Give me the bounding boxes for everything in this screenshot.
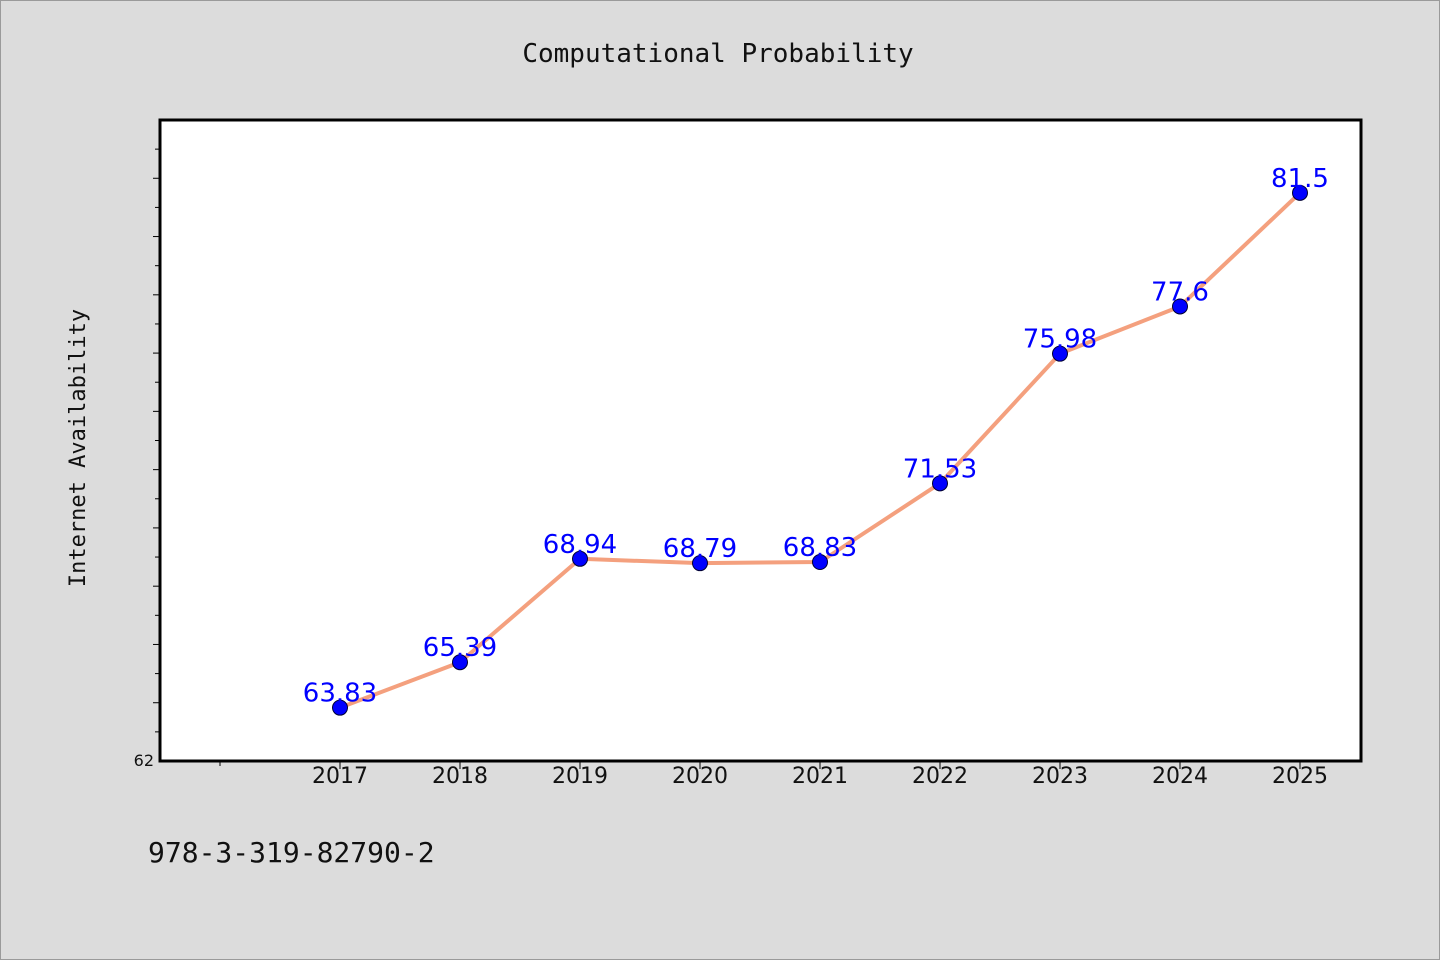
isbn-text: 978-3-319-82790-2 xyxy=(148,836,435,869)
plot-area xyxy=(158,118,1363,763)
data-point-2025 xyxy=(1292,184,1308,201)
x-tick-label-2020: 2020 xyxy=(672,764,728,789)
x-tick-label-2021: 2021 xyxy=(792,764,848,789)
x-axis-tick-labels: 2017 2018 2019 2020 2021 2022 2023 2024 2025 xyxy=(312,764,1328,789)
data-point-2019 xyxy=(572,550,588,567)
data-point-2020 xyxy=(692,555,708,572)
data-point-2021 xyxy=(812,553,828,570)
y-tick-label-0: 62 xyxy=(134,751,154,770)
data-label-2020: 68.79 xyxy=(663,534,737,564)
data-labels: 63.83 65.39 68.94 68.79 68.83 71.53 75.98 77.6 8… xyxy=(303,164,1329,709)
x-tick-label-2018: 2018 xyxy=(432,764,488,789)
x-tick-label-2022: 2022 xyxy=(912,764,968,789)
data-point-2024 xyxy=(1172,298,1188,315)
x-tick-label-2024: 2024 xyxy=(1152,764,1208,789)
data-label-2022: 71.53 xyxy=(903,454,977,484)
x-tick-label-2023: 2023 xyxy=(1032,764,1088,789)
data-label-2018: 65.39 xyxy=(423,633,497,663)
y-axis-ticks xyxy=(153,148,160,733)
data-label-2021: 68.83 xyxy=(783,533,857,563)
data-point-2022 xyxy=(932,475,948,492)
data-point-2023 xyxy=(1052,345,1068,362)
data-label-2017: 63.83 xyxy=(303,679,377,709)
data-label-2019: 68.94 xyxy=(543,530,617,560)
data-label-2023: 75.98 xyxy=(1023,325,1097,355)
y-axis-label: Internet Availability xyxy=(66,309,91,587)
x-axis-ticks xyxy=(219,761,1301,769)
chart-title: Computational Probability xyxy=(522,39,913,69)
y-axis-tick-labels: 62 xyxy=(134,751,154,770)
data-label-2024: 77.6 xyxy=(1151,277,1209,307)
data-markers xyxy=(332,184,1308,716)
data-label-2025: 81.5 xyxy=(1271,164,1329,194)
data-point-2018 xyxy=(452,654,468,671)
x-tick-label-2019: 2019 xyxy=(552,764,608,789)
x-tick-label-2017: 2017 xyxy=(312,764,368,789)
x-tick-label-2025: 2025 xyxy=(1272,764,1328,789)
data-point-2017 xyxy=(332,699,348,716)
